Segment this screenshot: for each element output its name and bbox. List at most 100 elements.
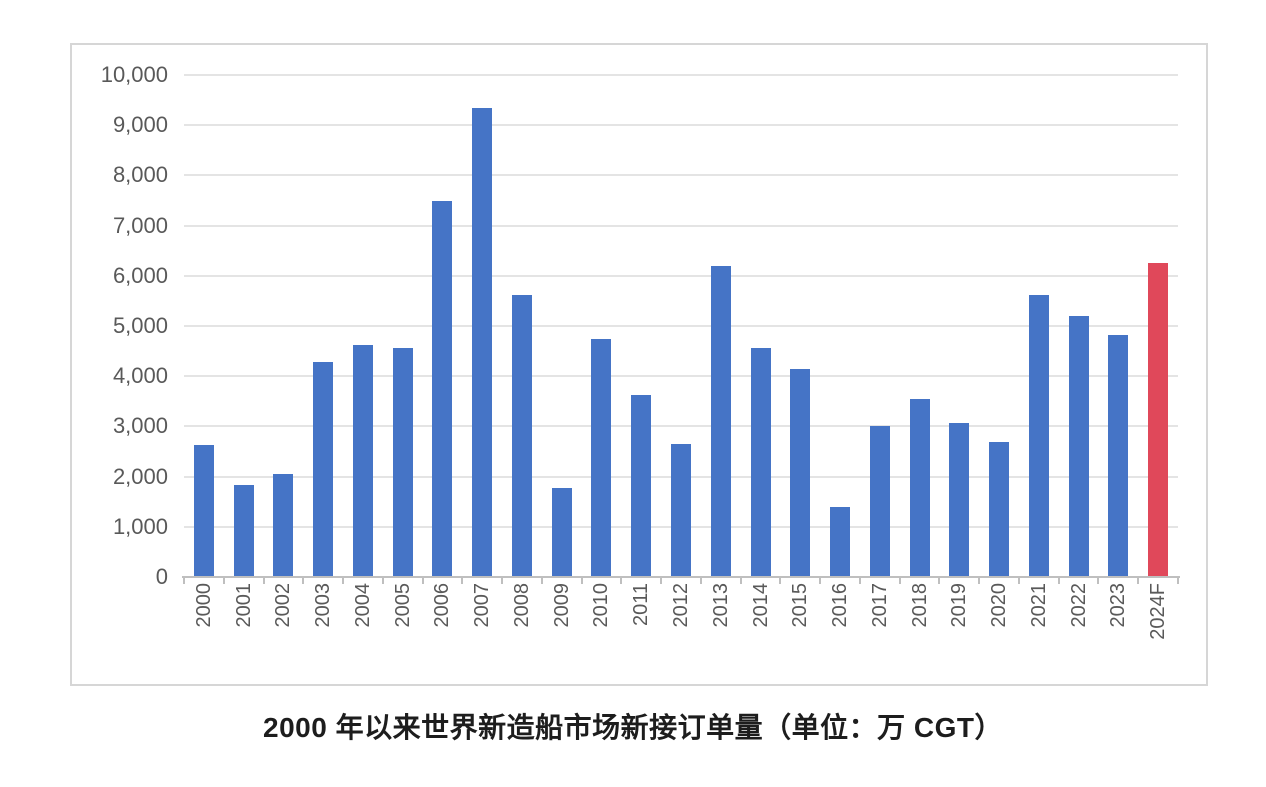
bar-2003 <box>313 361 334 577</box>
bar-2022 <box>1068 315 1089 577</box>
x-tick-label-2022: 2022 <box>1067 583 1090 628</box>
x-tick-label-2006: 2006 <box>431 583 454 628</box>
gridline-4,000 <box>184 375 1178 378</box>
bar-2020 <box>989 441 1010 577</box>
y-tick-label: 4,000 <box>112 363 168 389</box>
bar-2024F <box>1148 262 1169 577</box>
x-axis-tick <box>580 578 583 584</box>
gridline-7,000 <box>184 224 1178 227</box>
x-tick-label-2016: 2016 <box>829 583 852 628</box>
x-tick-label-2014: 2014 <box>749 583 772 628</box>
y-tick-label: 3,000 <box>112 413 168 439</box>
bar-2015 <box>790 368 811 577</box>
x-tick-label-2000: 2000 <box>192 583 215 628</box>
x-axis-tick <box>1057 578 1060 584</box>
bar-2009 <box>551 487 572 577</box>
x-tick-label-2005: 2005 <box>391 583 414 628</box>
gridline-8,000 <box>184 174 1178 177</box>
x-axis-line <box>182 576 1180 578</box>
x-tick-label-2011: 2011 <box>630 583 653 627</box>
x-axis-labels: 2000 2001 2002 2003 2004 2005 2006 2007 2008 2009… <box>184 577 1178 687</box>
plot-area <box>182 74 1180 584</box>
bar-2011 <box>631 394 652 577</box>
x-tick-label-2019: 2019 <box>948 583 971 628</box>
bar-2002 <box>273 474 294 577</box>
x-axis-tick <box>819 578 822 584</box>
bar-2000 <box>193 445 214 577</box>
x-axis-tick <box>620 578 623 584</box>
x-tick-label-2021: 2021 <box>1027 583 1050 628</box>
bar-2007 <box>472 107 493 577</box>
x-tick-label-2009: 2009 <box>550 583 573 628</box>
x-tick-label-2017: 2017 <box>868 583 891 628</box>
y-tick-label: 1,000 <box>112 513 168 539</box>
x-tick-label-2004: 2004 <box>351 583 374 628</box>
bar-2018 <box>909 398 930 577</box>
y-tick-label: 8,000 <box>112 162 168 188</box>
x-axis-tick <box>262 578 265 584</box>
gridline-10,000 <box>184 74 1178 76</box>
gridline-3,000 <box>184 425 1178 428</box>
x-tick-label-2003: 2003 <box>312 583 335 628</box>
x-tick-label-2002: 2002 <box>272 583 295 628</box>
x-tick-label-2012: 2012 <box>670 583 692 628</box>
bar-2017 <box>869 425 890 577</box>
x-axis-tick <box>461 578 464 584</box>
y-tick-label: 9,000 <box>112 112 168 138</box>
x-axis-tick <box>222 578 225 584</box>
y-axis-labels: 0 1,000 2,000 3,000 4,000 5,000 6,000 7,000 8,00… <box>72 62 168 589</box>
y-tick-label: 7,000 <box>112 212 168 238</box>
bar-2016 <box>830 506 851 577</box>
y-tick-label: 2,000 <box>112 463 168 489</box>
bar-2021 <box>1028 294 1049 577</box>
bar-2014 <box>750 347 771 577</box>
x-axis-tick <box>699 578 702 584</box>
y-tick-label: 10,000 <box>100 62 168 87</box>
bar-2012 <box>671 443 691 577</box>
y-tick-label: 0 <box>155 564 168 589</box>
gridline-6,000 <box>184 274 1178 277</box>
bar-2019 <box>949 422 970 577</box>
x-axis-tick <box>938 578 941 584</box>
x-axis-tick <box>540 578 543 584</box>
x-axis-tick <box>898 578 901 584</box>
x-axis-tick <box>978 578 981 584</box>
x-axis-tick <box>858 578 861 584</box>
bar-2001 <box>233 485 254 577</box>
x-axis-tick <box>302 578 305 584</box>
x-tick-label-2018: 2018 <box>908 583 931 628</box>
gridline-9,000 <box>184 124 1178 127</box>
chart-frame: 0 1,000 2,000 3,000 4,000 5,000 6,000 7,000 8,00… <box>70 43 1208 686</box>
x-axis-tick <box>342 578 345 584</box>
x-axis-tick <box>1097 578 1100 584</box>
x-tick-label-2010: 2010 <box>590 583 613 628</box>
x-tick-label-2013: 2013 <box>709 583 732 628</box>
x-tick-label-2020: 2020 <box>988 583 1011 628</box>
bar-2004 <box>352 344 373 577</box>
bar-2023 <box>1108 335 1129 577</box>
x-axis-tick <box>421 578 424 584</box>
x-axis-tick <box>501 578 504 584</box>
y-tick-label: 5,000 <box>112 313 168 338</box>
x-tick-label-2001: 2001 <box>232 583 255 628</box>
x-tick-label-2008: 2008 <box>510 583 533 628</box>
x-axis-tick <box>660 578 663 584</box>
bar-2008 <box>511 294 532 577</box>
y-tick-label: 6,000 <box>112 262 168 288</box>
bar-2010 <box>591 338 612 577</box>
x-axis-tick <box>183 578 185 584</box>
x-axis-tick <box>739 578 742 584</box>
x-axis-tick <box>1177 578 1179 584</box>
x-axis-tick <box>1137 578 1140 584</box>
x-tick-label-2023: 2023 <box>1107 583 1130 628</box>
x-tick-label-2007: 2007 <box>471 583 494 628</box>
x-tick-label-2024F: 2024F <box>1147 583 1170 640</box>
x-axis-tick <box>779 578 782 584</box>
bar-2005 <box>392 347 413 577</box>
x-tick-label-2015: 2015 <box>789 583 812 628</box>
bar-2013 <box>710 265 731 577</box>
gridline-5,000 <box>184 325 1178 327</box>
x-axis-tick <box>1017 578 1020 584</box>
bar-2006 <box>432 201 453 577</box>
